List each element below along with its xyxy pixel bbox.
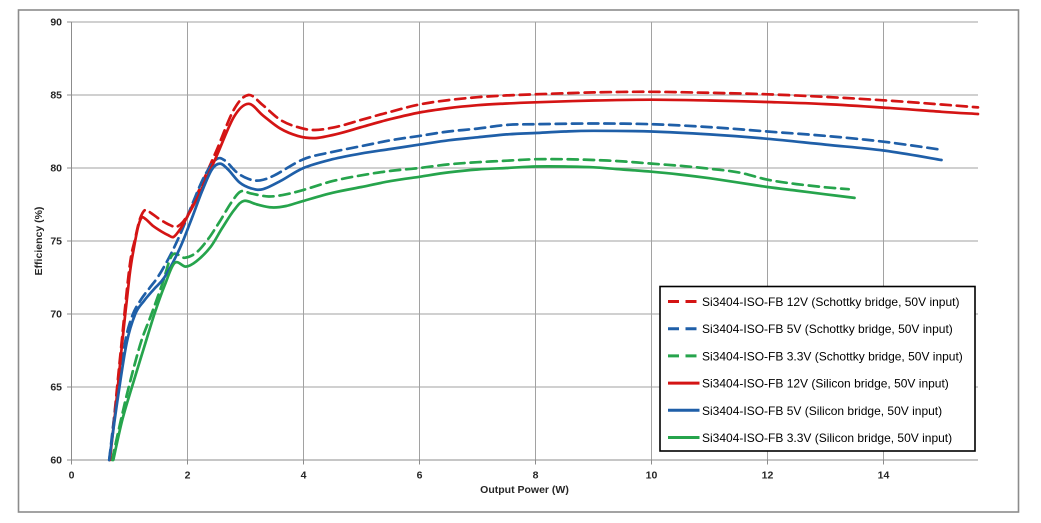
svg-text:10: 10 [646,470,658,482]
svg-text:2: 2 [185,470,191,482]
svg-text:Output Power (W): Output Power (W) [480,484,569,496]
svg-text:Efficiency (%): Efficiency (%) [33,207,45,276]
svg-text:Si3404-ISO-FB 5V (Silicon brid: Si3404-ISO-FB 5V (Silicon bridge, 50V in… [702,404,942,418]
svg-text:Si3404-ISO-FB 12V (Schottky br: Si3404-ISO-FB 12V (Schottky bridge, 50V … [702,295,959,309]
svg-text:Si3404-ISO-FB 3.3V (Schottky b: Si3404-ISO-FB 3.3V (Schottky bridge, 50V… [702,349,963,363]
svg-text:65: 65 [50,382,62,394]
svg-text:60: 60 [50,455,62,467]
svg-text:Si3404-ISO-FB 5V (Schottky bri: Si3404-ISO-FB 5V (Schottky bridge, 50V i… [702,322,953,336]
svg-text:Si3404-ISO-FB 3.3V (Silicon br: Si3404-ISO-FB 3.3V (Silicon bridge, 50V … [702,431,952,445]
svg-text:6: 6 [417,470,423,482]
svg-text:8: 8 [533,470,539,482]
svg-text:75: 75 [50,236,62,248]
svg-text:0: 0 [69,470,75,482]
svg-text:4: 4 [301,470,307,482]
svg-text:Si3404-ISO-FB 12V (Silicon bri: Si3404-ISO-FB 12V (Silicon bridge, 50V i… [702,377,949,391]
svg-text:85: 85 [50,90,62,102]
svg-text:90: 90 [50,17,62,29]
svg-text:70: 70 [50,309,62,321]
svg-text:14: 14 [878,470,890,482]
svg-text:80: 80 [50,163,62,175]
svg-text:12: 12 [762,470,774,482]
